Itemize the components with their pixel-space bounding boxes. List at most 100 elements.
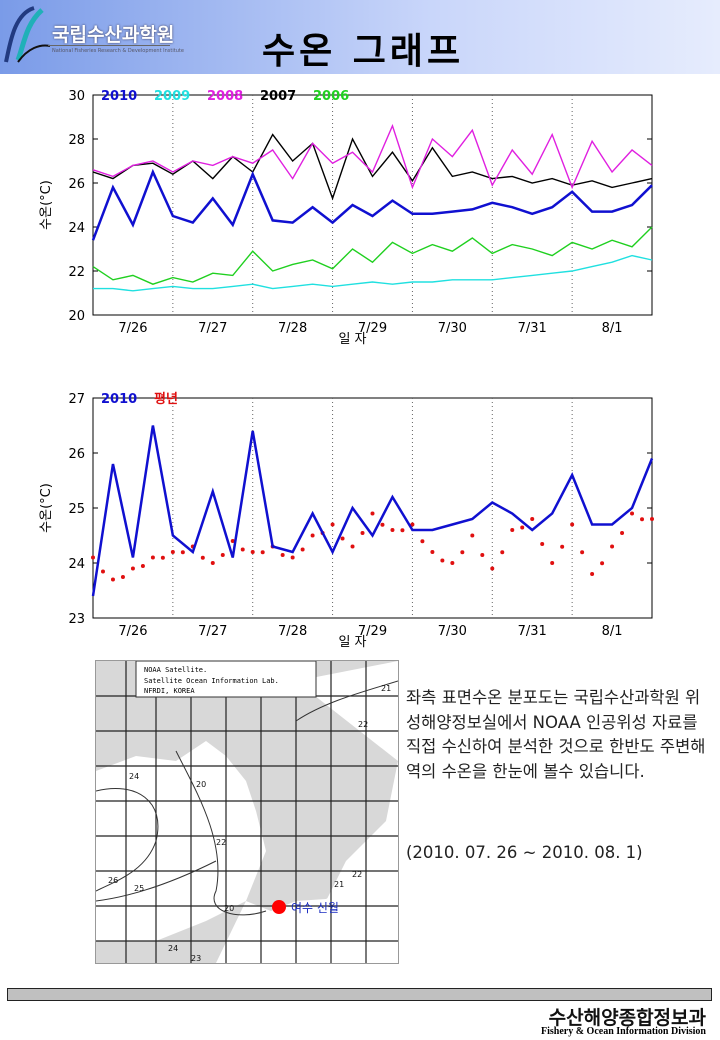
data-point-평년 [600,561,605,566]
x-tick-label: 7/27 [198,321,227,336]
plot-frame [92,397,653,619]
data-point-평년 [410,522,415,527]
data-point-평년 [210,561,215,565]
y-tick-label: 22 [68,265,85,280]
data-point-평년 [170,550,175,554]
data-point-평년 [580,550,585,555]
data-point-평년 [470,533,475,538]
data-point-평년 [620,531,625,535]
map-header-line: Satellite Ocean Information Lab. [144,677,279,685]
station-marker-icon [272,900,286,914]
data-point-평년 [140,564,145,568]
contour-label: 22 [358,720,368,729]
data-point-평년 [220,553,225,557]
contour-label: 24 [129,772,139,781]
x-tick-label: 7/28 [278,624,307,639]
y-tick-label: 20 [68,309,85,324]
data-point-평년 [520,525,525,530]
data-point-평년 [330,522,335,527]
contour-label: 21 [334,880,344,889]
data-point-평년 [500,550,505,555]
data-point-평년 [180,550,185,555]
series-line-2010 [91,168,653,241]
contour-label: 22 [216,838,226,847]
x-tick-label: 7/30 [438,624,467,639]
data-point-평년 [310,533,315,538]
plot-frame [92,94,653,316]
data-point-평년 [450,561,455,565]
data-point-평년 [610,544,615,549]
x-tick-label: 7/26 [118,321,147,336]
data-point-평년 [230,539,235,543]
legend-2007: 2007 [260,89,296,104]
date-range: (2010. 07. 26 ~ 2010. 08. 1) [406,843,643,862]
data-point-평년 [150,555,155,560]
data-point-평년 [490,566,495,571]
x-tick-label: 7/26 [118,624,147,639]
data-point-평년 [630,511,635,516]
data-point-평년 [390,528,395,532]
data-point-평년 [100,569,105,574]
legend-2006: 2006 [313,89,349,104]
legend-2010: 2010 [101,392,137,407]
y-axis-label: 수온(°C) [39,180,54,230]
x-tick-label: 7/29 [358,321,387,336]
map-graphic: NOAA Satellite. Satellite Ocean Informat… [96,661,398,963]
x-tick-label: 8/1 [602,321,623,336]
data-point-평년 [110,577,115,582]
data-point-평년 [200,555,205,560]
data-point-평년 [440,558,445,563]
y-tick-label: 25 [68,502,85,517]
data-point-평년 [400,528,405,533]
data-point-평년 [530,517,535,521]
header-banner: 국립수산과학원 National Fisheries Research & De… [0,0,720,74]
footer-bar [7,988,712,1001]
legend-2009: 2009 [154,89,190,104]
division-name-en: Fishery & Ocean Information Division [541,1026,706,1037]
station-label: 여수 신월 [291,901,339,915]
x-tick-label: 7/31 [518,321,547,336]
data-point-평년 [370,511,375,516]
data-point-평년 [480,553,485,557]
contour-label: 23 [191,954,201,963]
x-tick-label: 7/31 [518,624,547,639]
y-tick-label: 30 [68,89,85,104]
division-name-ko: 수산해양종합정보과 [548,1007,706,1029]
fish-logo-icon [4,6,51,63]
y-tick-label: 24 [68,221,85,236]
contour-label: 20 [224,904,234,913]
x-axis-label: 일 자 [338,332,366,345]
contour-label: 20 [196,780,206,789]
legend-2010: 2010 [101,89,137,104]
data-point-평년 [160,555,165,560]
data-point-평년 [430,550,435,554]
y-tick-label: 26 [68,447,85,462]
y-tick-label: 23 [68,612,85,627]
y-tick-label: 28 [68,133,85,148]
data-point-평년 [540,542,545,546]
x-axis-label: 일 자 [338,635,366,650]
data-point-평년 [650,517,654,521]
series-line-2006 [92,226,653,285]
sst-map: NOAA Satellite. Satellite Ocean Informat… [95,660,399,964]
data-point-평년 [550,561,555,565]
contour-label: 21 [381,684,391,693]
y-tick-label: 26 [68,177,85,192]
legend-평년: 평년 [154,391,178,407]
data-point-평년 [350,544,355,549]
y-tick-label: 27 [68,392,85,407]
contour-label: 24 [168,944,178,953]
y-tick-label: 24 [68,557,85,572]
map-header-line: NFRDI, KOREA [144,687,195,695]
data-point-평년 [380,522,385,527]
x-tick-label: 7/27 [198,624,227,639]
chart-yearly-temperature: 20 22 24 26 28 30 7/26 7/27 7/28 7/29 7/30 7/31 8/1 일… [39,89,653,345]
data-point-평년 [560,544,565,549]
x-tick-label: 7/28 [278,321,307,336]
logo-divider [48,45,170,46]
map-header-line: NOAA Satellite. [144,666,207,674]
data-point-평년 [120,575,125,579]
data-point-평년 [260,550,265,555]
series-line-2010 [91,425,654,597]
x-tick-label: 7/29 [358,624,387,639]
